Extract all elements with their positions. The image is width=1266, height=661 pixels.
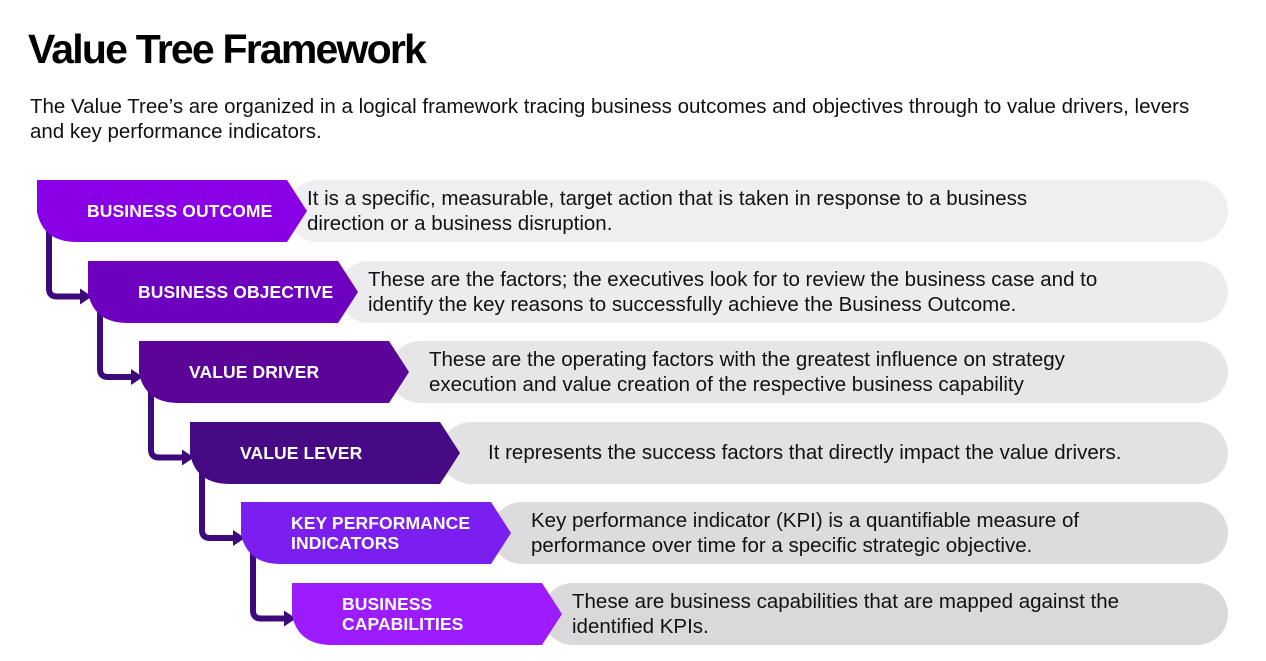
- level-banner-path: [190, 421, 460, 484]
- level-business-capabilities: These are business capabilities that are…: [292, 582, 1228, 645]
- level-description: These are the factors; the executives lo…: [368, 267, 1098, 316]
- level-value-driver: These are the operating factors with the…: [139, 341, 1228, 403]
- level-business-outcome: It is a specific, measurable, target act…: [37, 180, 1228, 242]
- level-banner-shape: [241, 502, 511, 564]
- level-label-banner: KEY PERFORMANCE INDICATORS: [241, 502, 511, 564]
- level-description: It represents the success factors that d…: [488, 441, 1122, 464]
- level-value-lever: It represents the success factors that d…: [190, 421, 1228, 484]
- level-label: BUSINESS OUTCOME: [87, 201, 273, 221]
- level-banner-shape: [88, 260, 358, 323]
- level-banner-path: [292, 582, 562, 645]
- level-key-performance-indicators: Key performance indicator (KPI) is a qua…: [241, 502, 1228, 564]
- level-description-box: These are business capabilities that are…: [542, 582, 1228, 645]
- level-banner-shape: [190, 421, 460, 484]
- level-label-banner: VALUE DRIVER: [139, 341, 409, 403]
- level-banner-shape: [37, 180, 307, 242]
- level-description: These are business capabilities that are…: [572, 589, 1120, 638]
- level-description-box: Key performance indicator (KPI) is a qua…: [491, 502, 1228, 564]
- level-description: These are the operating factors with the…: [429, 348, 1065, 396]
- level-banner-path: [241, 502, 511, 564]
- level-description-box: These are the operating factors with the…: [389, 341, 1228, 403]
- level-banner-path: [139, 341, 409, 403]
- level-banner-shape: [292, 582, 562, 645]
- level-description-box: It represents the success factors that d…: [440, 421, 1228, 484]
- level-label: KEY PERFORMANCE INDICATORS: [291, 513, 471, 553]
- page-title: Value Tree Framework: [28, 26, 427, 72]
- level-label-banner: BUSINESS OBJECTIVE: [88, 260, 358, 323]
- level-banner-path: [88, 260, 358, 323]
- level-banner-shape: [139, 341, 409, 403]
- level-description: It is a specific, measurable, target act…: [307, 187, 1028, 235]
- level-label: VALUE DRIVER: [189, 362, 320, 382]
- level-description: Key performance indicator (KPI) is a qua…: [531, 509, 1080, 557]
- level-description-box: These are the factors; the executives lo…: [338, 260, 1228, 323]
- level-label: VALUE LEVER: [240, 442, 363, 463]
- level-description-box: It is a specific, measurable, target act…: [287, 180, 1228, 242]
- level-label-banner: BUSINESS CAPABILITIES: [292, 582, 562, 645]
- level-label: BUSINESS CAPABILITIES: [342, 593, 464, 634]
- level-label: BUSINESS OBJECTIVE: [138, 281, 334, 302]
- level-label-banner: BUSINESS OUTCOME: [37, 180, 307, 242]
- level-business-objective: These are the factors; the executives lo…: [88, 260, 1228, 323]
- level-banner-path: [37, 180, 307, 242]
- page-subtitle: The Value Tree’s are organized in a logi…: [30, 95, 1190, 143]
- level-label-banner: VALUE LEVER: [190, 421, 460, 484]
